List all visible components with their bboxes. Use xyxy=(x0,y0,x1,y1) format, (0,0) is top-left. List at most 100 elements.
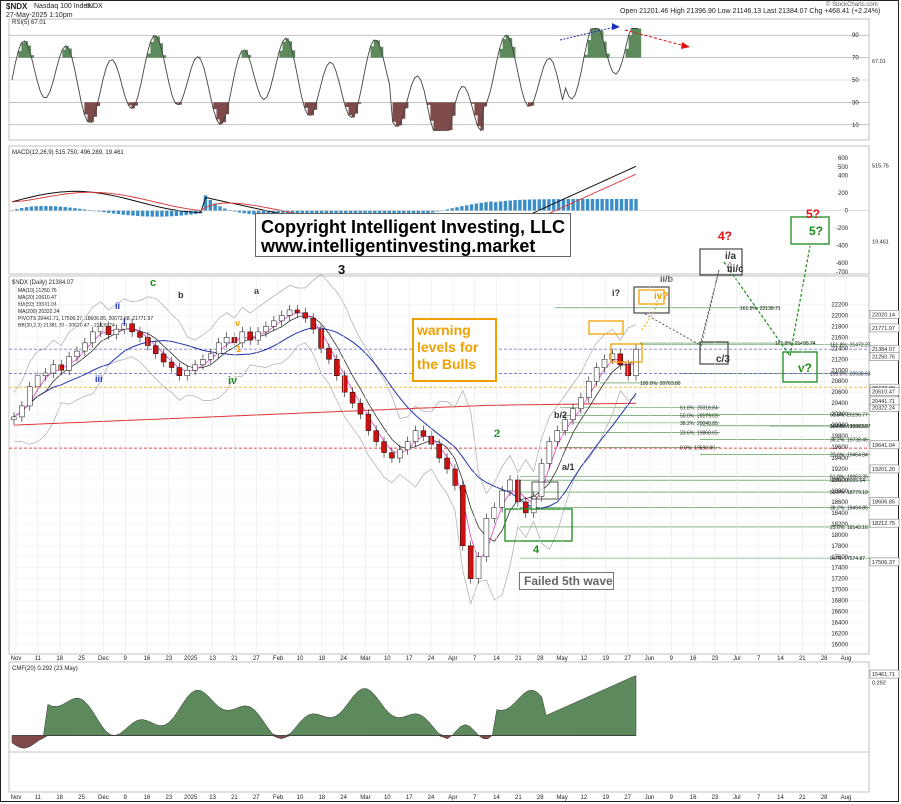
candle-body xyxy=(373,430,379,442)
price-tag-box xyxy=(869,440,900,450)
macd-histogram-bar xyxy=(610,198,614,211)
price-tag-box xyxy=(869,387,900,396)
candle-body xyxy=(444,457,450,470)
macd-histogram-bar xyxy=(464,205,469,211)
candle-body xyxy=(105,326,112,335)
wave-label: i xyxy=(123,317,126,329)
candle-body xyxy=(19,405,25,418)
macd-tick-label: 200 xyxy=(838,191,849,197)
macd-histogram-bar xyxy=(237,210,242,213)
wave-label: 2 xyxy=(494,428,500,440)
macd-histogram-bar xyxy=(73,208,77,211)
candle-body xyxy=(310,317,316,330)
legend-entry: MA(10) 21250.76 xyxy=(18,288,57,294)
macd-histogram-bar xyxy=(121,210,125,215)
macd-histogram-bar xyxy=(145,210,150,217)
macd-histogram-bar xyxy=(421,210,425,215)
fib-label: 38.2%: 19738.46 xyxy=(830,437,868,443)
macd-histogram-bar xyxy=(247,210,251,214)
macd-tick-label: 600 xyxy=(838,156,849,162)
x-tick-label-bottom: 16 xyxy=(144,795,151,801)
candle-body xyxy=(617,353,624,366)
price-tag: 21250.76 xyxy=(872,355,895,361)
legend-entry: MA(20) 20610.47 xyxy=(18,295,57,301)
candle-body xyxy=(436,444,442,459)
macd-histogram-bar xyxy=(455,207,459,211)
y-tick-label: 17800 xyxy=(831,544,848,550)
macd-histogram-bar xyxy=(111,210,116,214)
macd-histogram-bar xyxy=(44,205,48,211)
candle-body xyxy=(326,348,332,360)
x-tick-label-bottom: 21 xyxy=(231,795,238,801)
macd-histogram-bar xyxy=(97,210,101,212)
price-tag: 19201.20 xyxy=(872,467,895,473)
proj-orange xyxy=(641,297,659,331)
warning-note: warning levels for the Bulls xyxy=(412,318,497,382)
price-tag: 20441.71 xyxy=(872,399,895,405)
macd-histogram-bar xyxy=(242,210,246,214)
x-tick-label-bottom: Mar xyxy=(360,795,370,801)
macd-histogram-bar xyxy=(614,198,619,211)
y-tick-label: 16600 xyxy=(831,610,848,616)
candle-body xyxy=(428,435,435,445)
target-box-5q-green xyxy=(790,216,830,245)
macd-histogram-bar xyxy=(131,210,135,216)
x-tick-label-bottom: 21 xyxy=(515,795,522,801)
y-tick-label: 18600 xyxy=(831,500,848,506)
price-panel-border xyxy=(8,275,870,655)
candle-body xyxy=(58,364,64,371)
macd-histogram-bar xyxy=(484,202,488,211)
wave-label: c/3 xyxy=(716,354,730,365)
macd-tick-label: -700 xyxy=(836,270,849,276)
candle-body xyxy=(586,380,592,398)
target-box-4q xyxy=(782,351,818,383)
candle-body xyxy=(247,331,253,341)
rsi-last-tag: 67.01 xyxy=(872,59,886,65)
macd-histogram-bar xyxy=(82,209,87,211)
price-tag-box xyxy=(869,323,900,333)
fib-label: 23.6%: 19464.84 xyxy=(830,452,868,458)
y-tick-label: 19400 xyxy=(831,456,848,462)
macd-histogram-bar xyxy=(10,210,14,212)
y-tick-label: 20800 xyxy=(831,379,848,385)
x-axis: Nov 11 18 25 Dec 9 16 23 2025 13 21 27 Feb 10 18 24 Mar 1… xyxy=(11,276,851,662)
fib-label: 38.2%: 18494.85 xyxy=(830,506,868,512)
macd-histogram-bar xyxy=(498,201,503,211)
macd-histogram-bar xyxy=(600,198,604,211)
macd-histogram-bar xyxy=(184,210,188,216)
fib-label: 161.8%: 22138.71 xyxy=(740,306,781,312)
x-tick-label-bottom: 13 xyxy=(209,795,216,801)
y-tick-label: 16400 xyxy=(831,621,848,627)
candle-body xyxy=(168,361,175,368)
candle-body xyxy=(152,345,159,355)
y-tick-label: 17000 xyxy=(831,588,848,594)
macd-histogram-bar xyxy=(523,199,527,211)
price-title: $NDX (Daily) 21384.07 xyxy=(12,280,74,286)
wave-label: v? xyxy=(798,361,812,375)
x-tick-label: 13 xyxy=(209,656,216,662)
price-tag-box xyxy=(869,497,900,506)
x-tick-label-bottom: 28 xyxy=(821,795,828,801)
y-tick-label: 18000 xyxy=(831,533,848,539)
macd-tick-label: 0 xyxy=(845,209,849,215)
x-tick-label: 12 xyxy=(581,656,588,662)
macd-histogram-bar xyxy=(460,206,464,211)
price-tag-box xyxy=(869,669,900,679)
wave-label: a xyxy=(254,286,260,296)
candle-body xyxy=(42,372,49,377)
rsi-panel-border xyxy=(8,18,870,141)
fib-label: 100.0%: 20768.80 xyxy=(640,381,681,387)
candle-body xyxy=(145,337,151,346)
y-tick-label: 17600 xyxy=(831,555,848,561)
macd-histogram-bar xyxy=(532,199,537,211)
price-tag: 18606.85 xyxy=(872,500,895,506)
macd-histogram-bar xyxy=(223,208,227,211)
macd-tick-label: 400 xyxy=(838,174,849,180)
y-tick-label: 22000 xyxy=(831,313,848,319)
candle-body xyxy=(113,328,120,335)
cmf-panel: CMF(20) 0.292 (23 May) Nov 11 18 25 Dec 9 16 23… xyxy=(8,661,886,801)
target-box-c3 xyxy=(699,248,743,276)
candle-body xyxy=(192,364,198,371)
candle-body xyxy=(452,468,458,486)
rsi-line xyxy=(11,28,638,132)
